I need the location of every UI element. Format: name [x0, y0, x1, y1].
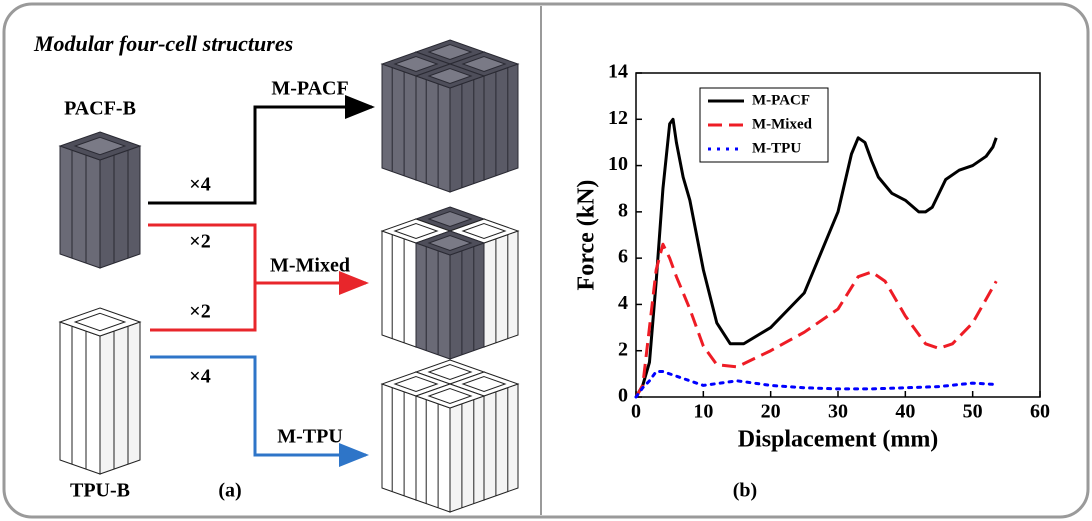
caption: (a) [218, 480, 241, 502]
output-label: M-PACF [271, 78, 348, 100]
cell-right [484, 64, 518, 180]
x-axis-label: Displacement (mm) [738, 427, 939, 453]
multiplier: ×2 [189, 231, 210, 253]
caption: (b) [733, 480, 757, 502]
source-label: TPU-B [70, 480, 130, 502]
legend-label: M-PACF [752, 92, 810, 108]
x-tick-label: 50 [963, 401, 983, 423]
output-label: M-TPU [277, 426, 343, 448]
y-tick-label: 12 [608, 107, 628, 129]
cell-left [382, 231, 416, 347]
cell-left [416, 243, 450, 359]
cell-left [416, 76, 450, 192]
legend-label: M-Mixed [752, 116, 813, 132]
multiplier: ×4 [189, 366, 210, 388]
cell-right [100, 146, 140, 268]
cell-right [484, 384, 518, 500]
y-tick-label: 4 [618, 292, 628, 314]
multiplier: ×2 [189, 301, 210, 323]
multiplier: ×4 [189, 174, 210, 196]
x-tick-label: 20 [761, 401, 781, 423]
x-tick-label: 30 [828, 401, 848, 423]
cell-right [484, 231, 518, 347]
y-tick-label: 14 [608, 61, 628, 83]
x-tick-label: 0 [631, 401, 641, 423]
cell-left [60, 322, 100, 474]
x-tick-label: 10 [693, 401, 713, 423]
cell-right [450, 396, 484, 512]
source-label: PACF-B [64, 98, 136, 120]
x-tick-label: 40 [895, 401, 915, 423]
diagram-title: Modular four-cell structures [33, 31, 293, 56]
cell-left [60, 146, 100, 268]
cell-left [416, 396, 450, 512]
y-tick-label: 0 [618, 385, 628, 407]
cell-right [100, 322, 140, 474]
cell-right [450, 243, 484, 359]
y-tick-label: 8 [618, 199, 628, 221]
cell-right [450, 76, 484, 192]
legend-label: M-TPU [752, 140, 801, 156]
y-tick-label: 10 [608, 153, 628, 175]
output-label: M-Mixed [270, 255, 350, 277]
figure: Modular four-cell structures PACF-B TPU-… [0, 0, 1092, 521]
x-tick-label: 60 [1030, 401, 1050, 423]
cell-left [382, 384, 416, 500]
y-tick-label: 6 [618, 246, 628, 268]
y-tick-label: 2 [618, 338, 628, 360]
cell-left [382, 64, 416, 180]
y-axis-label: Force (kN) [574, 180, 600, 291]
